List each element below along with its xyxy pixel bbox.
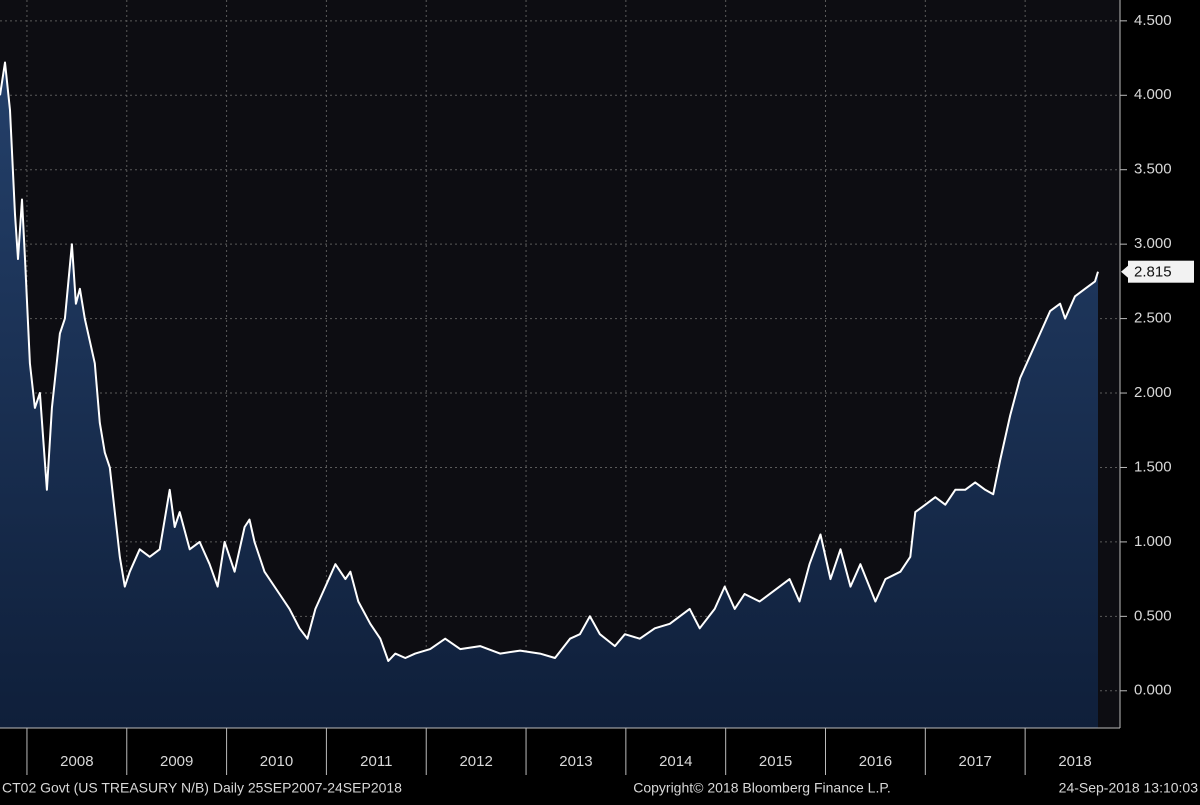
- y-tick-label: 2.500: [1134, 310, 1172, 327]
- x-tick-label: 2016: [859, 753, 892, 770]
- x-tick-label: 2013: [559, 753, 592, 770]
- y-tick-label: 4.000: [1134, 86, 1172, 103]
- footer-copyright: Copyright© 2018 Bloomberg Finance L.P.: [633, 780, 891, 796]
- y-tick-label: 3.500: [1134, 161, 1172, 178]
- last-value-box: [1128, 260, 1194, 283]
- x-tick-label: 2009: [160, 753, 193, 770]
- footer-source: CT02 Govt (US TREASURY N/B) Daily 25SEP2…: [2, 780, 402, 796]
- x-tick-label: 2011: [360, 753, 392, 770]
- footer-timestamp: 24-Sep-2018 13:10:03: [1059, 780, 1199, 796]
- axes: 0.000 0.500 1.000 1.500 2.000 2.500 3.000 3.500…: [26, 12, 1194, 775]
- x-tick-label: 2015: [759, 753, 792, 770]
- last-value-label: 2.815: [1134, 264, 1172, 281]
- y-tick-label: 2.000: [1134, 384, 1172, 401]
- line: [0, 61, 1099, 662]
- x-tick-label: 2010: [260, 753, 293, 770]
- x-tick-label: 2012: [459, 753, 492, 770]
- y-tick-label: 0.000: [1134, 682, 1172, 699]
- y-tick-label: 4.500: [1134, 12, 1172, 29]
- x-tick-label: 2018: [1058, 753, 1091, 770]
- x-tick-label: 2017: [959, 753, 992, 770]
- y-tick-label: 3.000: [1134, 235, 1172, 252]
- area: [0, 62, 1098, 728]
- y-tick-label: 1.000: [1134, 533, 1172, 550]
- y-tick-label: 1.500: [1134, 458, 1172, 475]
- last-value-pointer: [1121, 265, 1128, 278]
- y-tick-label: 0.500: [1134, 607, 1172, 624]
- x-tick-label: 2008: [60, 753, 93, 770]
- marks: [0, 61, 1099, 728]
- x-tick-label: 2014: [659, 753, 692, 770]
